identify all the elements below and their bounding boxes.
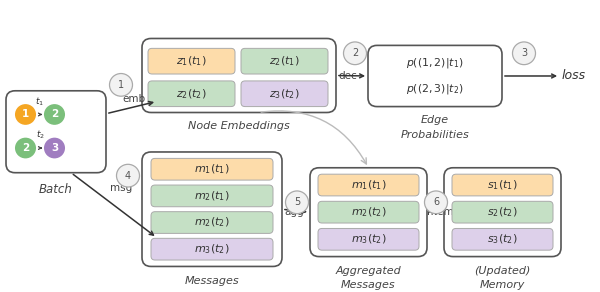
Text: 3: 3 (521, 48, 527, 58)
Text: $p((1,2)|t_1)$: $p((1,2)|t_1)$ (406, 55, 464, 69)
FancyBboxPatch shape (318, 174, 419, 196)
Text: Aggregated: Aggregated (335, 266, 401, 277)
Text: $m_2(t_2)$: $m_2(t_2)$ (194, 216, 230, 229)
Text: $z_1(t_1)$: $z_1(t_1)$ (176, 54, 207, 68)
Text: msg: msg (110, 183, 132, 194)
FancyBboxPatch shape (241, 48, 328, 74)
Text: mem: mem (427, 207, 454, 217)
Text: $t_1$: $t_1$ (35, 95, 44, 107)
FancyBboxPatch shape (452, 228, 553, 250)
Text: $z_2(t_1)$: $z_2(t_1)$ (269, 54, 300, 68)
FancyBboxPatch shape (241, 81, 328, 107)
Circle shape (286, 191, 308, 214)
Text: $z_2(t_2)$: $z_2(t_2)$ (176, 87, 207, 100)
Text: Memory: Memory (480, 280, 525, 290)
Text: $m_2(t_2)$: $m_2(t_2)$ (351, 205, 386, 219)
Circle shape (110, 74, 133, 96)
Circle shape (512, 42, 536, 65)
Text: 5: 5 (294, 197, 300, 207)
Circle shape (425, 191, 448, 214)
FancyBboxPatch shape (142, 39, 336, 112)
Text: dec: dec (338, 71, 357, 81)
Text: 1: 1 (22, 110, 29, 119)
Text: agg: agg (284, 207, 304, 217)
Text: 2: 2 (51, 110, 58, 119)
FancyBboxPatch shape (148, 81, 235, 107)
FancyBboxPatch shape (318, 228, 419, 250)
FancyBboxPatch shape (151, 185, 273, 207)
Text: 1: 1 (118, 80, 124, 90)
Text: loss: loss (562, 69, 586, 82)
FancyBboxPatch shape (318, 201, 419, 223)
Circle shape (116, 164, 139, 187)
Text: $m_3(t_2)$: $m_3(t_2)$ (351, 232, 386, 246)
FancyBboxPatch shape (452, 174, 553, 196)
Text: 2: 2 (22, 143, 29, 153)
Text: $m_1(t_1)$: $m_1(t_1)$ (351, 178, 386, 192)
Text: $m_3(t_2)$: $m_3(t_2)$ (194, 242, 230, 256)
FancyBboxPatch shape (310, 168, 427, 257)
FancyBboxPatch shape (444, 168, 561, 257)
FancyBboxPatch shape (6, 91, 106, 173)
Text: 4: 4 (125, 171, 131, 181)
Text: $s_1(t_1)$: $s_1(t_1)$ (487, 178, 518, 192)
Circle shape (343, 42, 367, 65)
FancyBboxPatch shape (151, 158, 273, 180)
Text: Edge: Edge (421, 115, 449, 126)
Circle shape (43, 137, 66, 159)
Text: $m_2(t_1)$: $m_2(t_1)$ (194, 189, 230, 203)
Text: 3: 3 (51, 143, 58, 153)
FancyBboxPatch shape (148, 48, 235, 74)
FancyBboxPatch shape (151, 238, 273, 260)
Text: $p((2,3)|t_2)$: $p((2,3)|t_2)$ (406, 82, 464, 96)
Circle shape (43, 103, 66, 126)
Text: emb: emb (122, 94, 145, 104)
FancyBboxPatch shape (151, 212, 273, 233)
Text: Messages: Messages (341, 280, 396, 290)
Text: $s_2(t_2)$: $s_2(t_2)$ (487, 205, 518, 219)
Text: $t_2$: $t_2$ (35, 128, 44, 141)
Text: 2: 2 (352, 48, 358, 58)
Text: $z_3(t_2)$: $z_3(t_2)$ (269, 87, 300, 100)
Text: $s_3(t_2)$: $s_3(t_2)$ (487, 232, 518, 246)
Text: Batch: Batch (39, 182, 73, 196)
FancyBboxPatch shape (452, 201, 553, 223)
Text: $m_1(t_1)$: $m_1(t_1)$ (194, 162, 230, 176)
Circle shape (14, 137, 37, 159)
Text: Probabilities: Probabilities (401, 130, 469, 140)
Circle shape (14, 103, 37, 126)
Text: (Updated): (Updated) (475, 266, 530, 277)
Text: 6: 6 (433, 197, 439, 207)
Text: Node Embeddings: Node Embeddings (188, 121, 290, 131)
FancyBboxPatch shape (368, 45, 502, 107)
Text: Messages: Messages (185, 276, 239, 286)
FancyBboxPatch shape (142, 152, 282, 266)
